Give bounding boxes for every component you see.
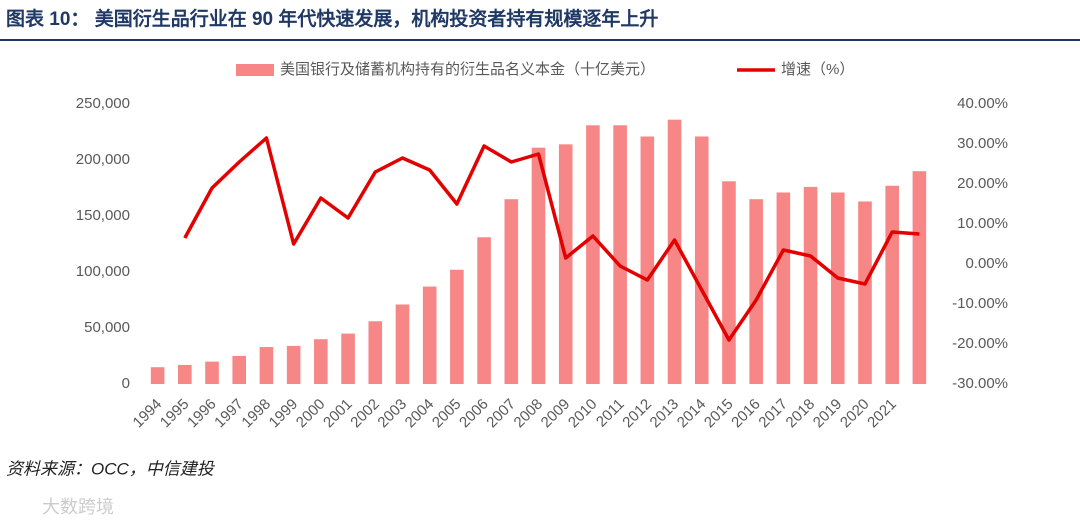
x-tick-label: 1999 xyxy=(266,396,302,432)
x-tick-label: 2008 xyxy=(511,396,547,432)
y-tick-label: 200,000 xyxy=(76,151,130,168)
bar xyxy=(667,119,682,385)
x-tick-label: 2013 xyxy=(647,396,683,432)
bar xyxy=(722,181,736,384)
bar xyxy=(830,192,845,384)
bar xyxy=(178,364,192,384)
bar xyxy=(694,136,709,384)
bar xyxy=(205,361,219,384)
bar xyxy=(586,125,600,384)
bar xyxy=(422,286,437,384)
x-tick-label: 2010 xyxy=(565,396,601,432)
bar xyxy=(395,304,410,384)
x-tick-label: 2007 xyxy=(483,396,519,432)
x-tick-label: 2019 xyxy=(810,396,846,432)
bar xyxy=(450,269,464,384)
bar xyxy=(368,321,383,384)
bar xyxy=(531,147,546,384)
y2-tick-label: 40.00% xyxy=(957,95,1008,112)
x-tick-label: 2000 xyxy=(293,396,329,432)
y2-tick-label: -10.00% xyxy=(952,295,1008,312)
bar xyxy=(477,237,491,384)
y2-tick-label: -30.00% xyxy=(952,375,1008,392)
y-tick-label: 150,000 xyxy=(76,207,130,224)
line xyxy=(183,136,920,342)
x-tick-label: 2006 xyxy=(456,396,492,432)
legend-swatch xyxy=(236,64,274,76)
x-tick-label: 2004 xyxy=(402,396,438,432)
x-tick-label: 1994 xyxy=(130,396,166,432)
y2-tick-label: -20.00% xyxy=(952,335,1008,352)
x-tick-label: 2016 xyxy=(728,396,764,432)
y2-tick-label: 0.00% xyxy=(965,255,1008,272)
y2-tick-label: 20.00% xyxy=(957,175,1008,192)
x-tick-label: 2017 xyxy=(755,396,791,432)
x-tick-label: 2015 xyxy=(701,396,737,432)
x-tick-label: 2012 xyxy=(619,396,655,432)
x-tick-label: 2002 xyxy=(347,396,383,432)
x-tick-label: 1997 xyxy=(211,396,247,432)
bar xyxy=(749,199,763,384)
bar xyxy=(640,136,655,384)
chart-title: 图表 10： 美国衍生品行业在 90 年代快速发展，机构投资者持有规模逐年上升 xyxy=(6,7,658,30)
x-tick-label: 2001 xyxy=(320,396,356,432)
bar xyxy=(558,144,573,384)
bar xyxy=(232,356,247,384)
bar xyxy=(803,186,818,384)
x-tick-label: 1998 xyxy=(238,396,274,432)
y2-tick-label: 30.00% xyxy=(957,135,1008,152)
x-tick-label: 2018 xyxy=(783,396,819,432)
x-tick-label: 1996 xyxy=(184,396,220,432)
y-tick-label: 0 xyxy=(122,375,130,392)
y2-tick-label: 10.00% xyxy=(957,215,1008,232)
bar xyxy=(341,333,355,384)
bar xyxy=(150,367,165,384)
legend-label: 美国银行及储蓄机构持有的衍生品名义本金（十亿美元） xyxy=(280,61,655,78)
x-tick-label: 2014 xyxy=(674,396,710,432)
bar xyxy=(912,171,927,384)
x-tick-label: 2009 xyxy=(538,396,574,432)
y-tick-label: 250,000 xyxy=(76,95,130,112)
bar xyxy=(885,185,899,384)
bar xyxy=(259,347,274,384)
x-tick-label: 2020 xyxy=(837,396,873,432)
legend-label: 增速（%） xyxy=(781,61,854,78)
bar xyxy=(613,125,627,384)
x-tick-label: 2021 xyxy=(864,396,900,432)
bar xyxy=(286,345,301,384)
x-tick-label: 1995 xyxy=(157,396,193,432)
y-tick-label: 100,000 xyxy=(76,263,130,280)
x-tick-label: 2003 xyxy=(374,396,410,432)
y-tick-label: 50,000 xyxy=(84,319,130,336)
watermark: 大数跨境 xyxy=(42,497,114,517)
x-tick-label: 2005 xyxy=(429,396,465,432)
bar xyxy=(504,199,519,384)
bar xyxy=(858,201,872,384)
source: 资料来源：OCC，中信建投 xyxy=(6,459,216,478)
x-tick-label: 2011 xyxy=(593,396,628,431)
bar xyxy=(776,192,791,384)
bar xyxy=(314,339,328,384)
